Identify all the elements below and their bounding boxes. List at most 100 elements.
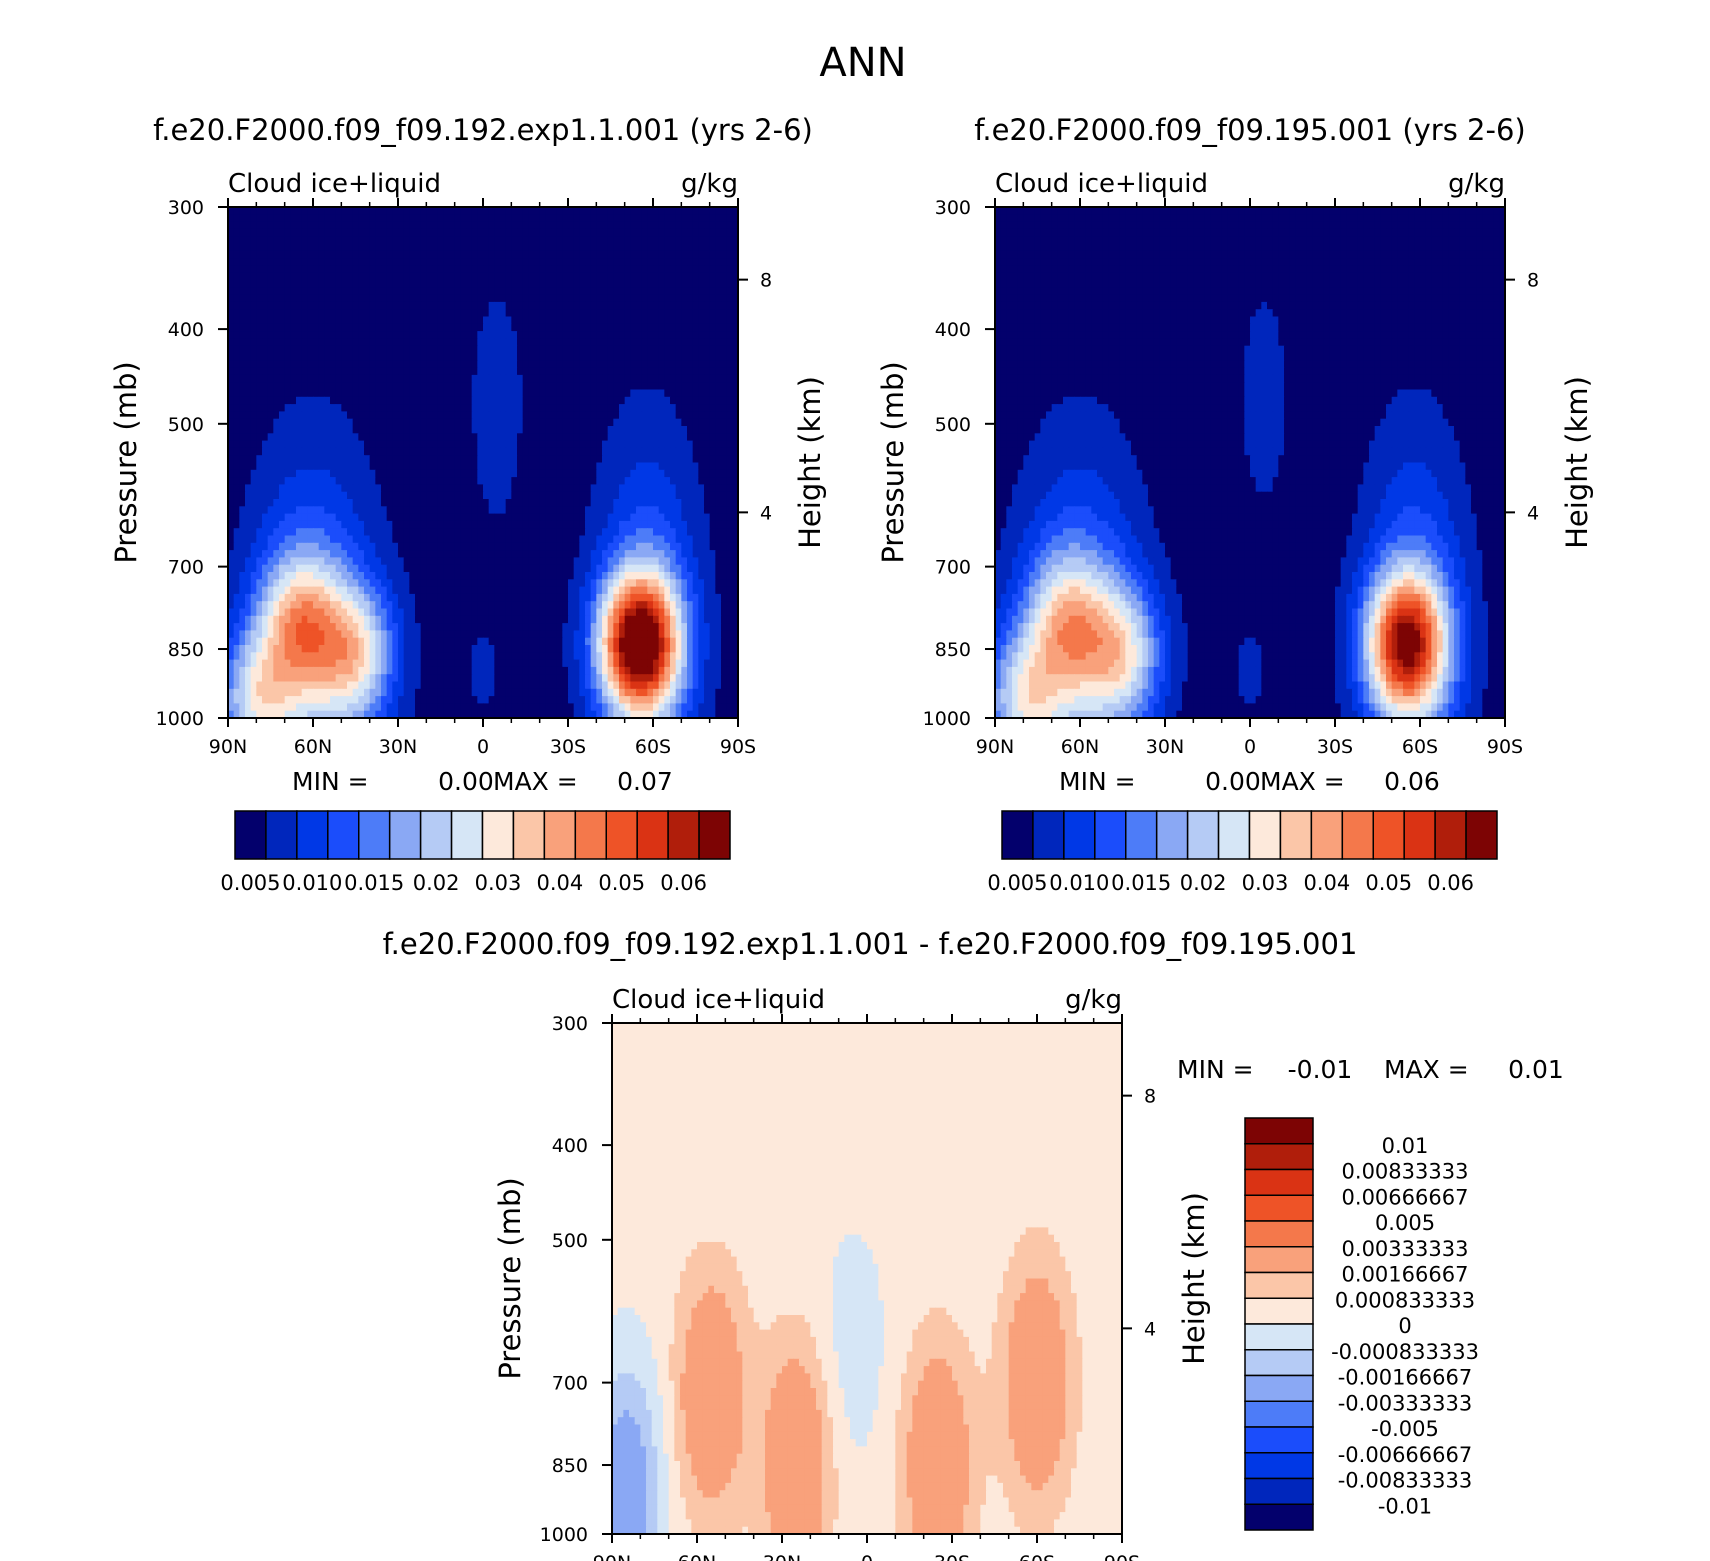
contour-cell	[449, 440, 456, 449]
contour-cell	[375, 207, 382, 215]
contour-cell	[505, 404, 512, 412]
contour-cell	[488, 426, 495, 434]
contour-cell	[664, 287, 671, 296]
contour-cell	[715, 272, 722, 281]
contour-cell	[403, 323, 410, 332]
contour-cell	[335, 294, 342, 303]
contour-cell	[301, 360, 308, 369]
contour-cell	[619, 520, 626, 529]
contour-cell	[426, 601, 433, 610]
contour-cell	[313, 221, 320, 230]
contour-cell	[273, 338, 280, 347]
contour-cell	[392, 447, 399, 456]
contour-cell	[460, 608, 467, 617]
contour-cell	[556, 236, 563, 245]
contour-cell	[477, 250, 484, 259]
contour-cell	[562, 426, 569, 434]
contour-cell	[664, 345, 671, 354]
contour-cell	[681, 477, 688, 485]
contour-cell	[641, 389, 648, 398]
contour-cell	[471, 557, 478, 566]
contour-cell	[658, 236, 665, 245]
contour-cell	[318, 294, 325, 303]
contour-cell	[585, 542, 592, 551]
contour-cell	[539, 550, 546, 558]
contour-cell	[284, 535, 291, 544]
contour-cell	[715, 528, 722, 537]
contour-cell	[454, 287, 461, 296]
contour-cell	[653, 586, 660, 595]
contour-cell	[466, 550, 473, 558]
contour-cell	[579, 389, 586, 398]
contour-cell	[647, 418, 654, 427]
contour-cell	[415, 236, 422, 245]
contour-cell	[273, 601, 280, 610]
contour-cell	[347, 520, 354, 529]
contour-cell	[602, 228, 609, 237]
contour-cell	[381, 469, 388, 478]
contour-cell	[675, 506, 682, 515]
contour-cell	[687, 382, 694, 391]
contour-cell	[511, 455, 518, 464]
contour-cell	[335, 593, 342, 602]
contour-cell	[675, 345, 682, 354]
contour-cell	[579, 411, 586, 420]
contour-cell	[715, 418, 722, 427]
contour-cell	[352, 243, 359, 252]
contour-cell	[352, 367, 359, 376]
contour-cell	[437, 506, 444, 515]
contour-cell	[279, 353, 286, 361]
contour-cell	[505, 236, 512, 245]
contour-cell	[256, 404, 263, 412]
contour-cell	[284, 280, 291, 288]
contour-cell	[398, 557, 405, 566]
contour-cell	[369, 389, 376, 398]
contour-cell	[726, 542, 733, 551]
contour-cell	[301, 491, 308, 500]
contour-cell	[647, 214, 654, 223]
contour-cell	[364, 221, 371, 230]
contour-cell	[641, 535, 648, 544]
contour-cell	[409, 272, 416, 281]
contour-cell	[335, 564, 342, 573]
contour-cell	[562, 440, 569, 449]
contour-cell	[245, 272, 252, 281]
contour-cell	[573, 309, 580, 318]
contour-cell	[307, 265, 314, 274]
contour-cell	[568, 542, 575, 551]
contour-cell	[369, 404, 376, 412]
contour-cell	[296, 550, 303, 558]
contour-cell	[290, 323, 297, 332]
contour-cell	[704, 535, 711, 544]
contour-cell	[517, 382, 524, 391]
contour-cell	[488, 572, 495, 580]
contour-cell	[245, 258, 252, 266]
contour-cell	[250, 586, 257, 595]
contour-cell	[681, 418, 688, 427]
contour-cell	[483, 484, 490, 493]
contour-cell	[732, 484, 739, 493]
contour-cell	[721, 396, 728, 405]
contour-cell	[681, 447, 688, 456]
contour-cell	[585, 564, 592, 573]
contour-cell	[250, 433, 257, 442]
contour-cell	[624, 258, 631, 266]
contour-cell	[562, 579, 569, 588]
contour-cell	[375, 469, 382, 478]
contour-cell	[692, 499, 699, 507]
contour-cell	[352, 593, 359, 602]
contour-cell	[670, 506, 677, 515]
contour-cell	[403, 426, 410, 434]
contour-cell	[398, 250, 405, 259]
contour-cell	[256, 207, 263, 215]
contour-cell	[426, 221, 433, 230]
contour-cell	[392, 462, 399, 471]
contour-cell	[279, 367, 286, 376]
contour-cell	[573, 236, 580, 245]
contour-cell	[330, 579, 337, 588]
contour-cell	[403, 455, 410, 464]
contour-cell	[409, 535, 416, 544]
contour-cell	[505, 287, 512, 296]
contour-cell	[500, 440, 507, 449]
contour-cell	[607, 265, 614, 274]
